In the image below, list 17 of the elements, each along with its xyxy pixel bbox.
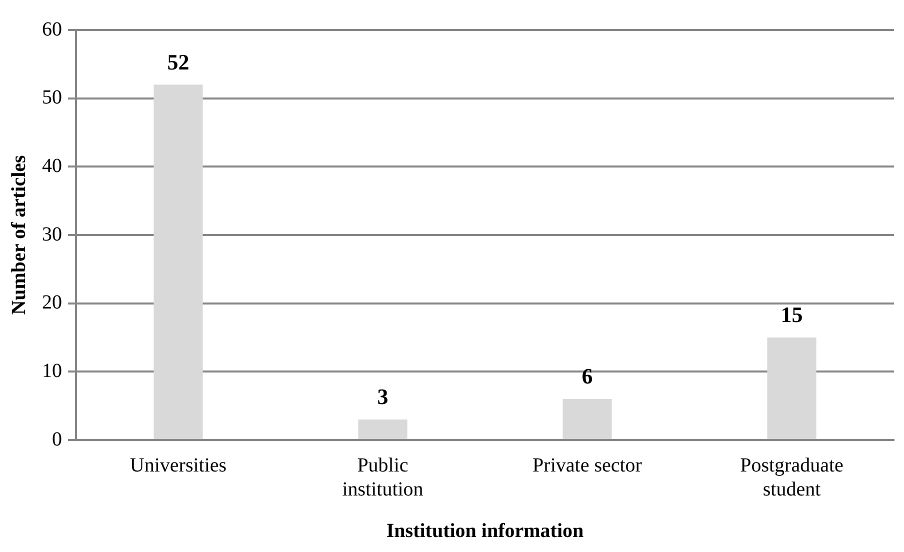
y-tick-label: 60 (42, 18, 62, 40)
x-tick-label: Universities (130, 454, 227, 476)
y-tick-label: 0 (52, 428, 62, 450)
data-label: 6 (582, 364, 593, 389)
x-tick-label: Public institution (342, 454, 424, 500)
y-tick-label: 40 (42, 154, 62, 177)
y-axis-title: Number of articles (8, 154, 30, 315)
y-tick-label: 20 (42, 292, 62, 314)
data-label: 52 (167, 49, 190, 74)
y-tick-label: 30 (42, 223, 62, 246)
y-tick-label: 10 (42, 360, 62, 382)
x-tick-label: Private sector (532, 454, 642, 476)
y-tick-label: 50 (42, 86, 62, 109)
data-label: 15 (780, 302, 803, 328)
data-label: 3 (377, 384, 388, 410)
x-axis-title: Institution information (386, 520, 584, 542)
x-tick-label: Postgraduate student (740, 454, 844, 500)
